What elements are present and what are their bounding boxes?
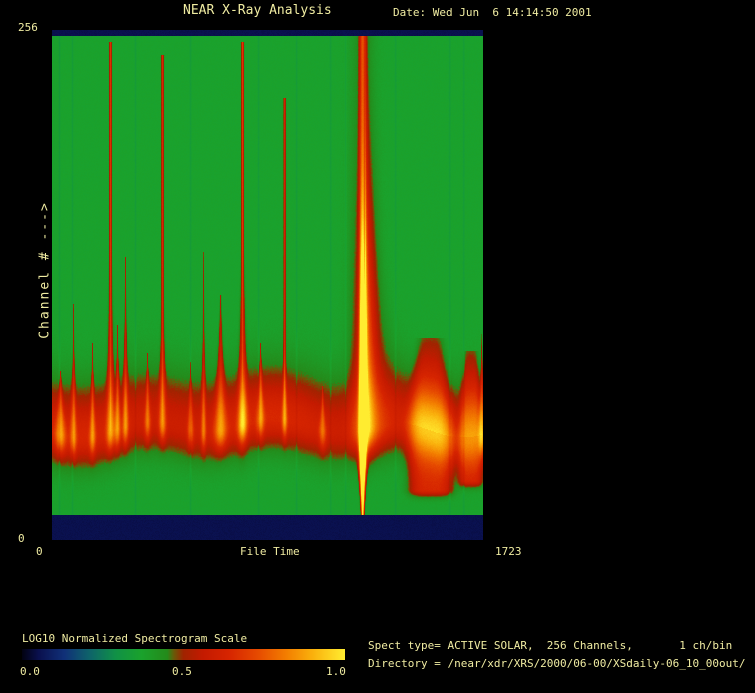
colorbar-title: LOG10 Normalized Spectrogram Scale [22, 632, 248, 645]
colorbar-tick-high: 1.0 [326, 665, 346, 678]
y-axis-min-label: 0 [18, 532, 25, 545]
colorbar-tick-low: 0.0 [20, 665, 40, 678]
colorbar-canvas [22, 649, 345, 660]
app-title: NEAR X-Ray Analysis [183, 3, 332, 18]
spectrogram-canvas [52, 30, 483, 540]
spect-type-line: Spect type= ACTIVE SOLAR, 256 Channels, … [368, 639, 733, 652]
y-axis-max-label: 256 [18, 21, 38, 34]
x-axis-max-label: 1723 [495, 545, 522, 558]
x-axis-title: File Time [240, 545, 300, 558]
x-axis-min-label: 0 [36, 545, 43, 558]
date-label: Date: Wed Jun 6 14:14:50 2001 [393, 6, 592, 19]
y-axis-title: Channel # ---> [37, 201, 53, 339]
colorbar-tick-mid: 0.5 [172, 665, 192, 678]
directory-line: Directory = /near/xdr/XRS/2000/06-00/XSd… [368, 657, 746, 670]
